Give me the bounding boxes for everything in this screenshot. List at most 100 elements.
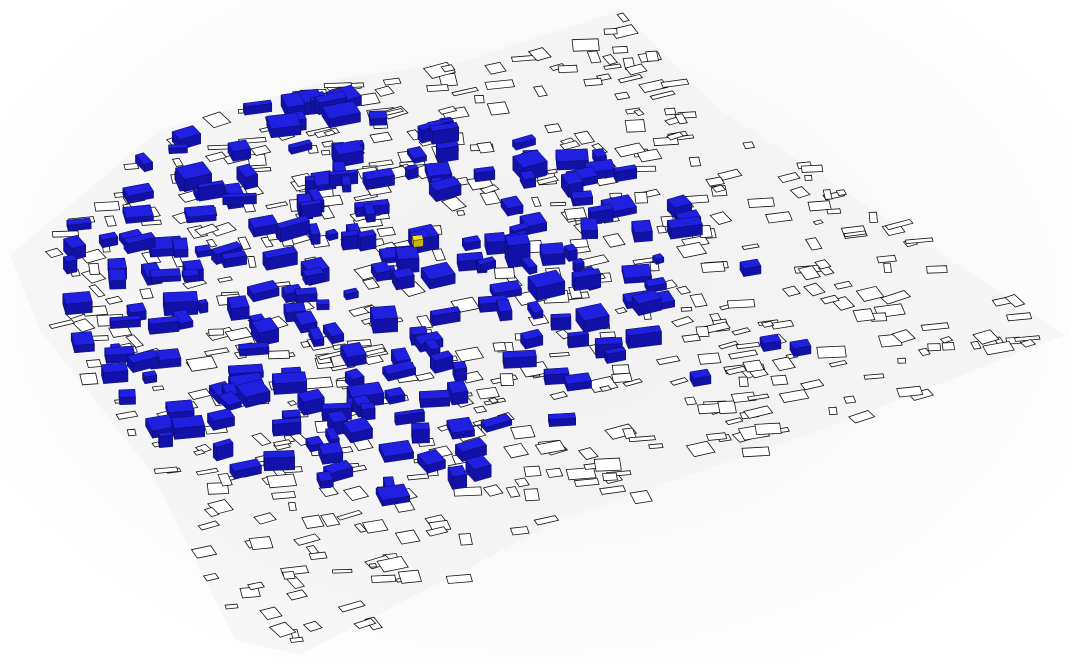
building-footprint — [523, 488, 540, 502]
selected-building — [101, 362, 129, 384]
building-footprint — [728, 349, 759, 360]
selected-building — [263, 450, 295, 472]
selected-building — [197, 180, 225, 202]
selected-building — [419, 389, 451, 408]
building-footprint — [852, 308, 876, 323]
building-footprint — [812, 219, 824, 226]
selected-building — [316, 299, 330, 311]
building-footprint — [406, 473, 430, 481]
building-footprint — [738, 376, 749, 387]
building-footprint — [820, 294, 840, 305]
building-footprint — [705, 432, 728, 441]
building-footprint — [445, 573, 473, 584]
selected-building — [555, 148, 589, 171]
building-footprint — [609, 24, 639, 39]
building-footprint — [897, 357, 907, 364]
building-footprint — [883, 262, 892, 273]
building-footprint — [612, 45, 629, 54]
selected-building — [66, 217, 92, 232]
building-footprint — [384, 107, 405, 116]
building-footprint — [896, 385, 924, 398]
building-footprint — [814, 259, 832, 270]
building-footprint — [549, 351, 570, 358]
building-footprint — [747, 197, 775, 209]
building-footprint — [336, 509, 363, 521]
building-footprint — [342, 485, 370, 502]
selected-building — [123, 231, 156, 255]
building-footprint — [742, 359, 765, 373]
building-footprint — [629, 490, 653, 505]
building-footprint — [688, 156, 702, 167]
building-footprint — [604, 423, 638, 440]
selected-building — [104, 345, 135, 364]
building-footprint — [266, 473, 298, 489]
building-footprint — [488, 397, 499, 404]
selected-buildings-layer — [62, 84, 812, 507]
building-footprint — [368, 563, 378, 568]
selected-building — [175, 161, 212, 193]
selected-building — [122, 182, 154, 204]
selected-building — [455, 437, 487, 463]
building-footprint — [268, 621, 297, 638]
selected-building — [480, 413, 513, 433]
building-footprint — [153, 466, 179, 474]
building-footprint — [272, 439, 292, 447]
selected-building — [631, 219, 653, 243]
selected-building — [126, 349, 160, 374]
building-footprint — [655, 355, 681, 366]
selected-building — [502, 349, 537, 369]
selected-building — [344, 368, 365, 391]
selected-building — [382, 359, 416, 382]
building-footprint — [247, 581, 265, 591]
selected-building — [652, 252, 665, 266]
selected-building — [247, 279, 280, 303]
selected-building — [299, 199, 322, 220]
building-footprint — [308, 551, 328, 561]
building-footprint — [648, 443, 664, 450]
building-footprint — [843, 395, 857, 404]
building-footprint — [79, 372, 99, 386]
selected-building — [262, 245, 298, 272]
building-footprint — [571, 38, 600, 52]
building-footprint — [603, 28, 618, 35]
selected-building — [297, 388, 325, 417]
building-footprint — [394, 529, 421, 545]
building-footprint — [876, 254, 897, 264]
building-footprint — [711, 184, 727, 193]
building-footprint — [202, 572, 220, 582]
selected-building — [375, 483, 411, 507]
building-footprint — [382, 77, 402, 86]
building-footprint — [689, 293, 708, 308]
selected-building — [109, 315, 141, 329]
building-footprint — [891, 329, 916, 344]
building-footprint — [833, 280, 853, 290]
selected-building — [181, 268, 200, 283]
building-footprint — [603, 63, 622, 70]
selected-building — [550, 313, 572, 331]
building-footprint — [624, 119, 646, 133]
building-footprint — [531, 196, 542, 207]
building-footprint — [437, 105, 458, 115]
selected-building — [236, 163, 258, 191]
selected-building — [604, 346, 627, 365]
building-footprint — [248, 536, 274, 551]
building-footprint — [746, 393, 770, 401]
selected-building — [235, 378, 271, 409]
selected-building — [194, 244, 212, 258]
selected-building — [184, 204, 217, 224]
building-footprint — [614, 142, 646, 158]
building-footprint — [660, 78, 690, 88]
building-footprint — [835, 189, 847, 196]
building-footprint — [486, 101, 510, 116]
building-footprint — [454, 346, 485, 363]
building-footprint — [479, 184, 500, 195]
building-footprint — [287, 400, 298, 407]
building-footprint — [828, 406, 838, 416]
building-footprint — [527, 47, 552, 62]
building-footprint — [760, 320, 775, 328]
building-footprint — [85, 359, 103, 369]
building-footprint — [1013, 335, 1041, 342]
building-footprint — [260, 236, 274, 248]
